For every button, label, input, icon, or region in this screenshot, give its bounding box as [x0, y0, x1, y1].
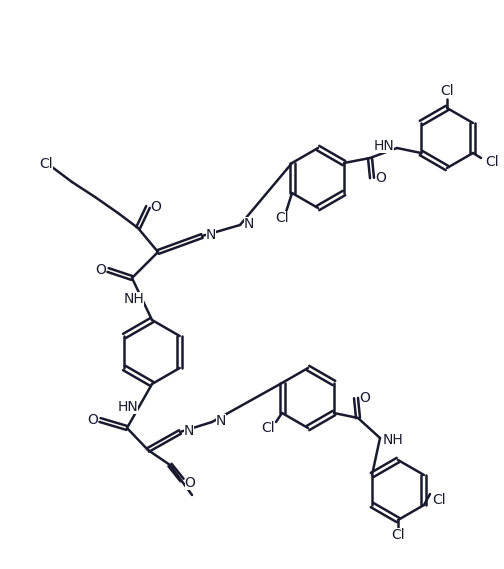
Text: O: O: [184, 476, 196, 490]
Text: Cl: Cl: [261, 421, 275, 435]
Text: HN: HN: [117, 400, 138, 414]
Text: O: O: [359, 391, 370, 405]
Text: O: O: [151, 200, 161, 214]
Text: NH: NH: [123, 292, 144, 306]
Text: N: N: [184, 424, 195, 438]
Text: Cl: Cl: [39, 157, 53, 171]
Text: NH: NH: [383, 433, 404, 447]
Text: Cl: Cl: [391, 528, 405, 542]
Text: N: N: [244, 217, 255, 231]
Text: O: O: [96, 263, 106, 277]
Text: Cl: Cl: [485, 155, 498, 169]
Text: N: N: [216, 414, 226, 428]
Text: O: O: [88, 413, 98, 427]
Text: HN: HN: [373, 139, 394, 153]
Text: Cl: Cl: [432, 493, 446, 507]
Text: Cl: Cl: [275, 211, 289, 225]
Text: Cl: Cl: [440, 84, 454, 98]
Text: O: O: [375, 171, 387, 185]
Text: N: N: [206, 228, 216, 242]
